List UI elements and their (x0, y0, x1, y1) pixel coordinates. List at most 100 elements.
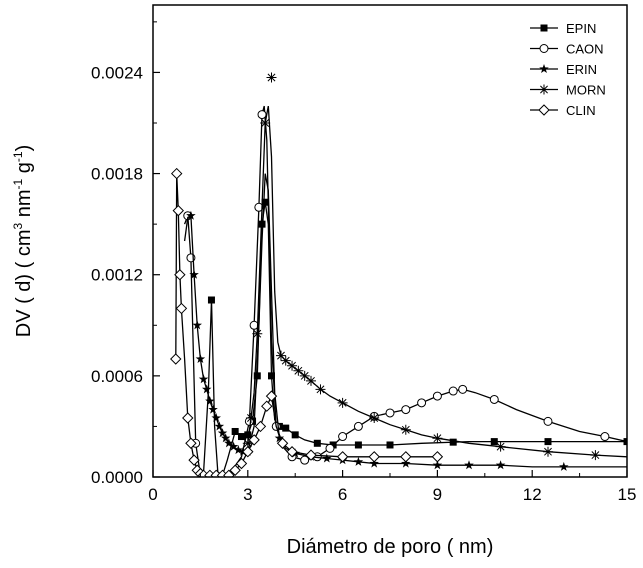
legend-label-epin: EPIN (566, 21, 596, 36)
series-layer (170, 72, 627, 477)
data-point-erin (201, 384, 212, 394)
data-point-epin (282, 424, 290, 432)
data-point-clin-shape (336, 451, 349, 463)
y-tick-label: 0.0024 (91, 63, 143, 82)
data-point-clin (182, 412, 194, 424)
data-point-erin (205, 396, 215, 406)
data-point-caon (254, 202, 264, 212)
data-point-clin (431, 451, 444, 463)
data-point-erin (217, 428, 228, 438)
data-point-clin-shape (174, 269, 186, 281)
data-point-epin-shape (231, 427, 239, 435)
y-axis-title-part: ) (13, 145, 35, 152)
data-point-caon (338, 432, 348, 442)
data-point-erin (274, 433, 285, 443)
data-point-erin-shape (189, 269, 199, 279)
data-point-clin (242, 446, 254, 458)
data-point-caon-shape (325, 443, 335, 453)
data-point-clin-shape (368, 451, 380, 463)
data-point-epin-shape (386, 441, 394, 449)
data-point-clin (174, 269, 186, 281)
data-point-erin (198, 374, 209, 384)
data-point-morn (242, 438, 253, 449)
plot-area (170, 72, 627, 477)
data-point-clin-shape (248, 434, 260, 446)
data-point-morn-shape (369, 413, 380, 423)
data-point-erin-shape (201, 384, 212, 394)
legend-marker-clin (538, 104, 550, 116)
data-point-erin (186, 210, 196, 220)
data-point-morn-shape (306, 375, 316, 386)
series-epin (198, 198, 627, 477)
data-point-morn (306, 375, 316, 386)
data-point-morn-shape (337, 397, 348, 408)
legend-marker-erin (539, 64, 549, 74)
legend-marker-clin-shape (538, 104, 550, 116)
plot-frame (152, 4, 628, 478)
data-point-morn (287, 360, 298, 371)
data-point-caon (417, 398, 427, 408)
data-point-caon-shape (600, 432, 610, 442)
data-point-clin-shape (254, 420, 267, 433)
data-point-erin (322, 453, 332, 463)
data-point-clin-shape (170, 167, 183, 180)
legend-marker-caon (539, 44, 549, 53)
data-point-clin (229, 464, 241, 476)
y-axis-title-part: g (13, 162, 35, 179)
data-point-erin-shape (220, 433, 231, 443)
outlier-point-morn-shape (266, 72, 277, 83)
data-point-caon-shape (417, 398, 427, 408)
data-point-morn (543, 446, 553, 457)
data-point-clin (248, 434, 260, 446)
legend-item-morn: MORN (530, 83, 606, 98)
data-point-clin (261, 400, 273, 412)
data-point-morn-shape (252, 328, 263, 339)
data-point-epin-shape (354, 441, 362, 449)
legend-marker-caon-shape (539, 44, 549, 53)
data-point-erin-shape (214, 421, 225, 431)
data-point-epin-shape (449, 438, 457, 446)
data-point-epin (237, 433, 245, 441)
data-point-erin-shape (205, 396, 215, 406)
data-point-erin-shape (211, 413, 221, 423)
data-point-erin (495, 460, 506, 470)
x-tick-label: 3 (243, 485, 252, 504)
data-point-caon (600, 432, 610, 442)
data-point-erin (189, 269, 199, 279)
legend-label-morn: MORN (566, 83, 606, 98)
data-point-morn-shape (287, 360, 298, 371)
data-point-clin-shape (188, 454, 200, 466)
data-point-epin (261, 198, 269, 206)
data-point-caon (300, 455, 310, 465)
data-point-epin-shape (244, 431, 252, 439)
data-point-clin (305, 449, 317, 461)
data-point-clin-shape (400, 451, 412, 463)
data-point-caon (325, 443, 335, 453)
legend-marker-epin-shape (540, 24, 548, 32)
data-point-epin (544, 438, 552, 446)
data-point-epin-shape (313, 439, 321, 447)
legend-label-clin: CLIN (566, 103, 596, 118)
data-point-morn (400, 424, 411, 435)
data-point-morn-shape (543, 446, 553, 457)
data-point-clin (286, 446, 298, 458)
data-point-clin-shape (175, 302, 188, 315)
legend: EPIN CAON ERIN MORN CLIN (530, 21, 606, 118)
y-tick-label: 0.0018 (91, 165, 143, 184)
data-point-morn (252, 328, 263, 339)
data-point-erin-shape (195, 354, 206, 364)
data-point-caon-shape (458, 384, 468, 394)
data-point-clin-shape (286, 446, 298, 458)
data-point-morn-shape (400, 424, 411, 435)
data-point-morn-shape (299, 370, 310, 381)
data-point-epin (291, 431, 299, 439)
y-axis-title-superscript: 3 (11, 222, 25, 229)
y-tick-label: 0.0000 (91, 468, 143, 487)
data-point-morn (432, 433, 443, 444)
data-point-clin-shape (276, 437, 289, 449)
data-point-caon (489, 394, 499, 404)
data-point-clin-shape (185, 437, 197, 449)
data-point-erin (214, 421, 225, 431)
data-point-erin-shape (208, 404, 218, 414)
data-point-clin-shape (261, 400, 273, 412)
